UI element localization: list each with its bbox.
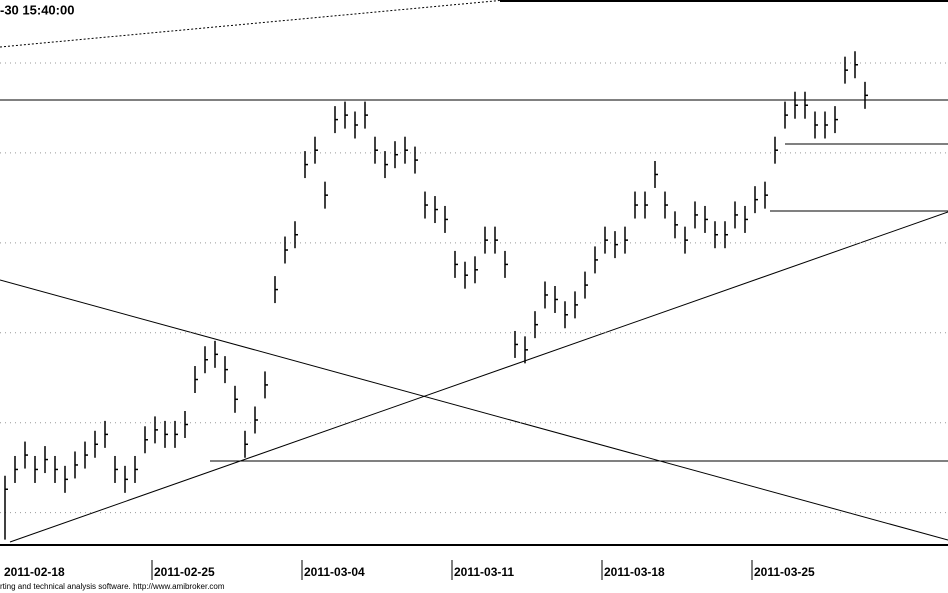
x-tick-label: 2011-02-25 [154, 565, 215, 579]
x-tick-label: 2011-02-18 [4, 565, 65, 579]
annotations [0, 0, 948, 546]
trend-line-dotted [0, 0, 506, 48]
x-tick-label: 2011-03-25 [754, 565, 815, 579]
trend-line [0, 279, 948, 541]
x-tick-label: 2011-03-11 [454, 565, 514, 579]
trend-line [9, 211, 948, 543]
x-tick-label: 2011-03-18 [604, 565, 665, 579]
x-tick-label: 2011-03-04 [304, 565, 365, 579]
footer: rting and technical analysis software. h… [0, 582, 225, 591]
chart-title: -30 15:40:00 [0, 2, 74, 17]
